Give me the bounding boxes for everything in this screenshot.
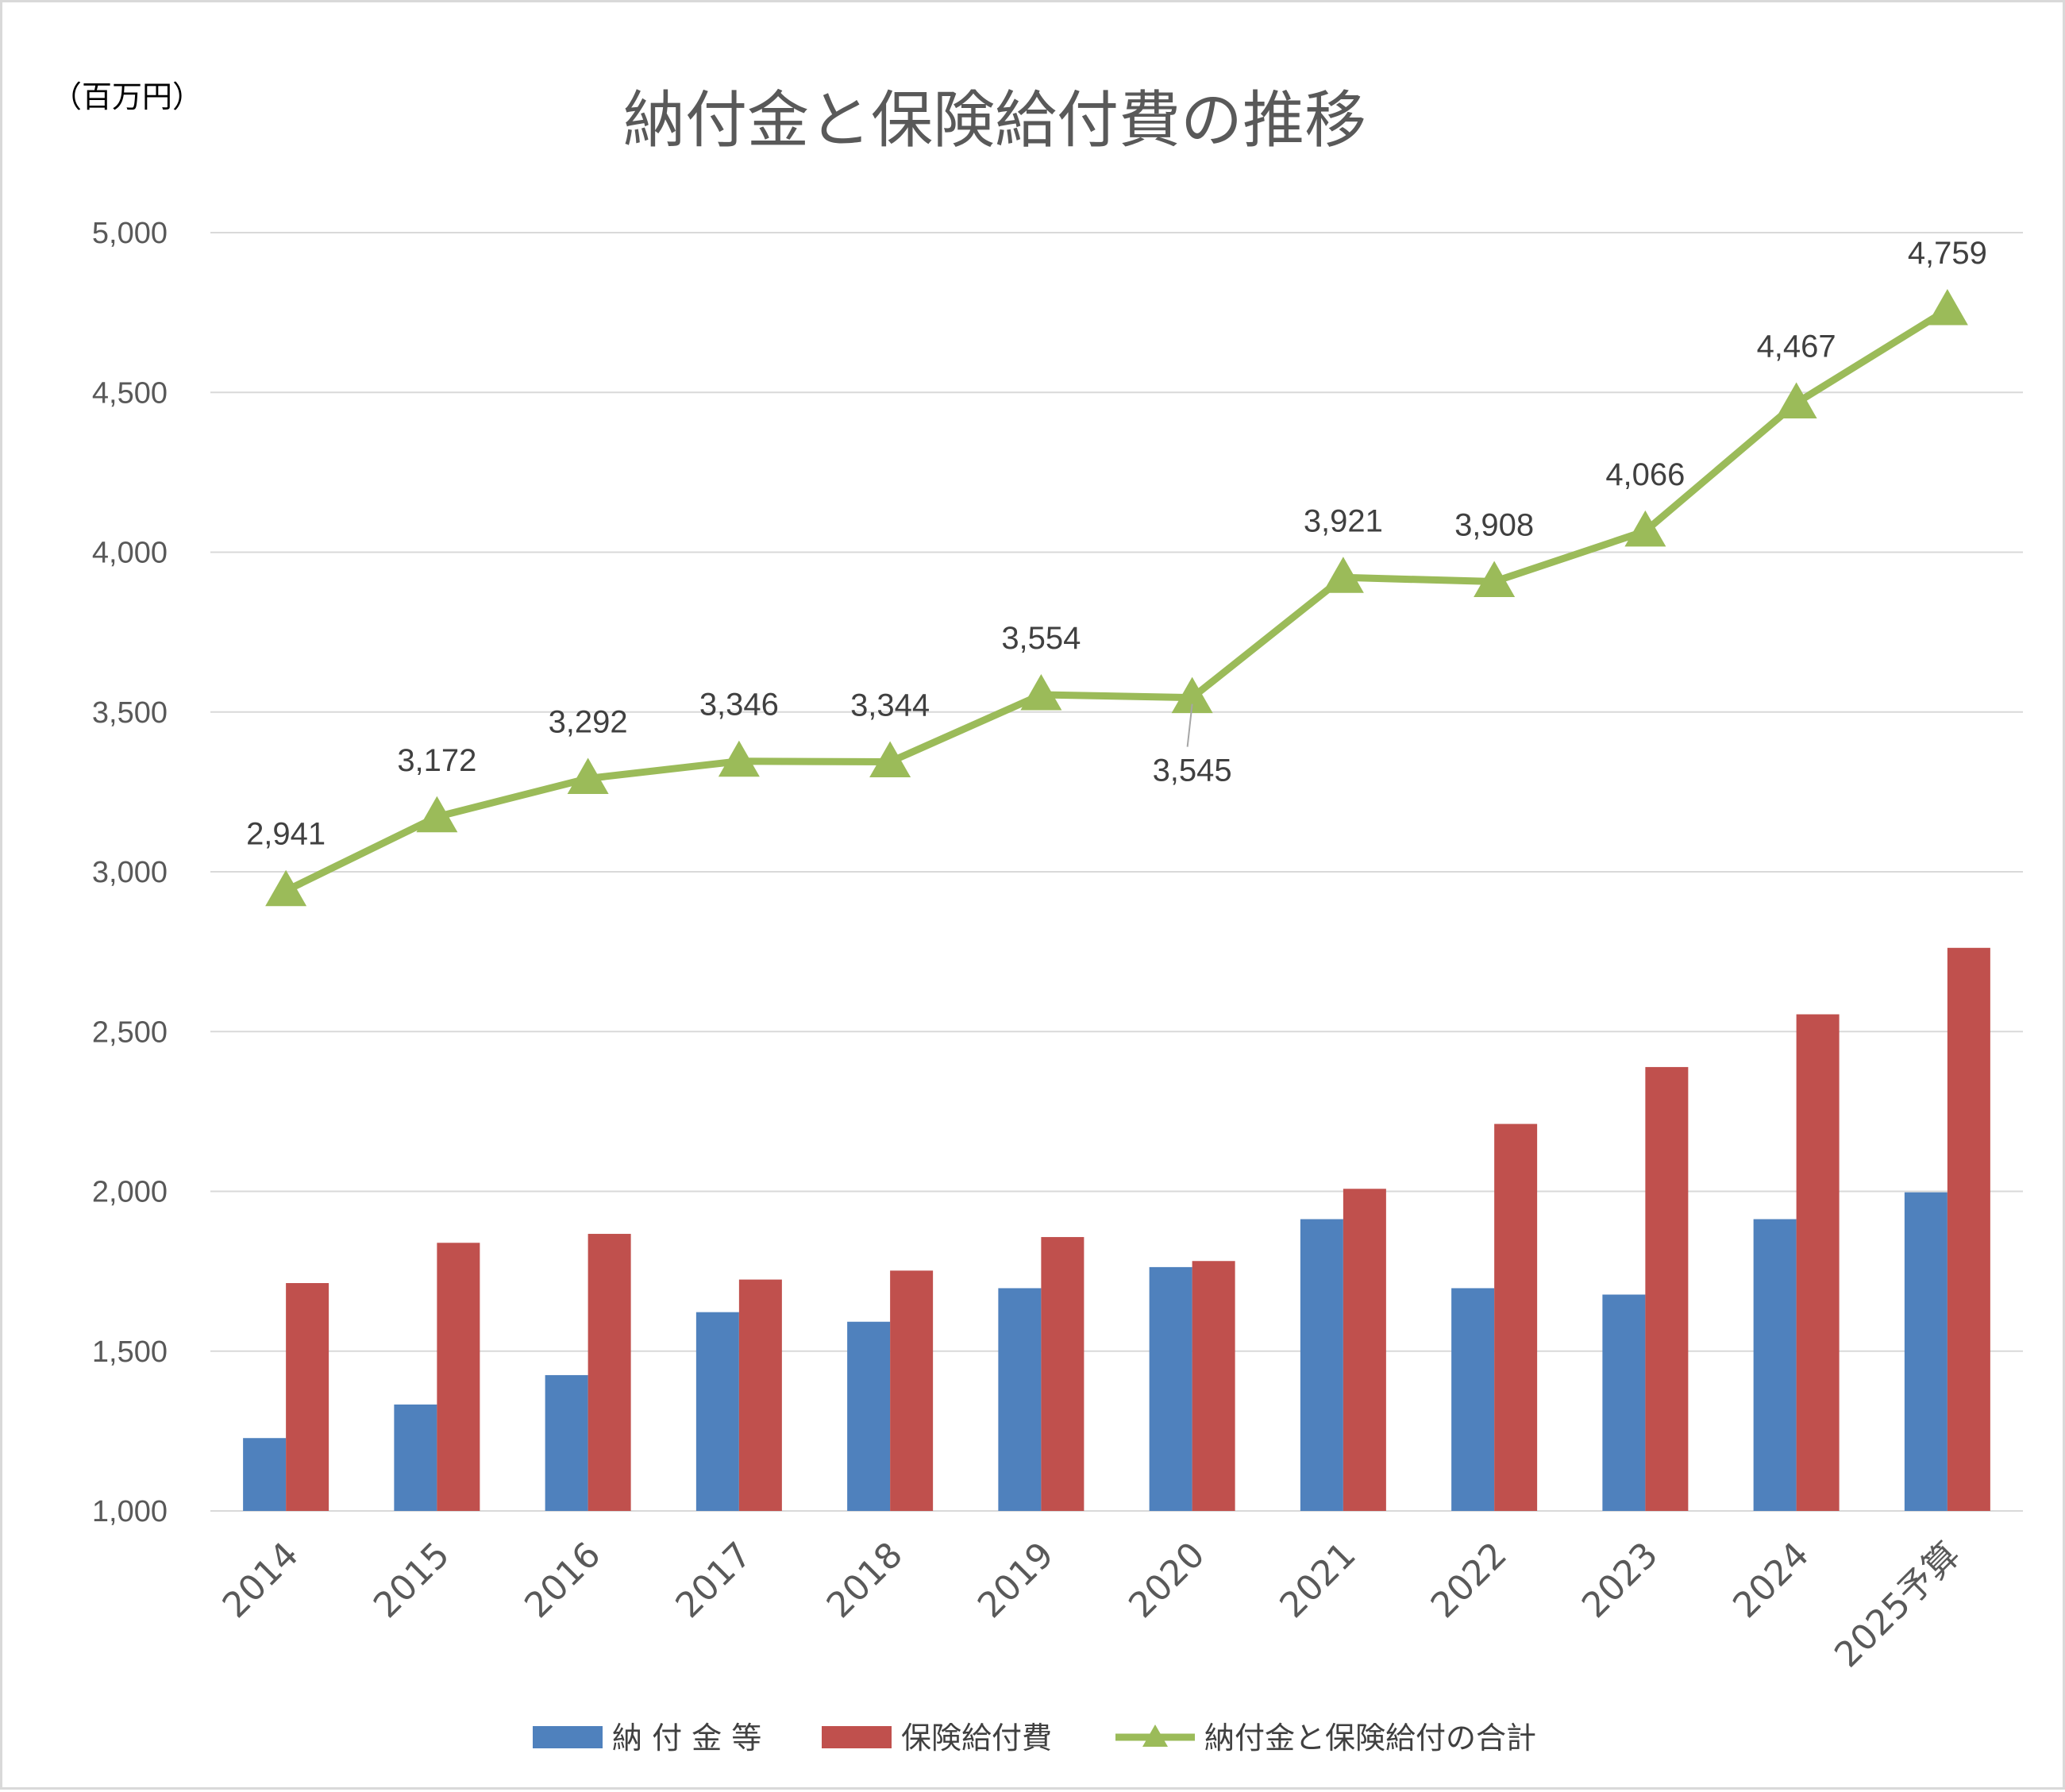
x-tick-label: 2019 — [970, 1535, 1061, 1626]
data-label: 3,554 — [1001, 621, 1081, 656]
y-tick-label: 3,500 — [92, 696, 168, 730]
triangle-marker — [1020, 674, 1062, 711]
triangle-marker — [718, 740, 760, 777]
data-label-leader — [1186, 703, 1193, 747]
bars — [243, 947, 1990, 1511]
y-tick-label: 3,000 — [92, 856, 168, 889]
legend-swatch — [533, 1726, 603, 1748]
data-label: 3,172 — [397, 743, 476, 778]
x-tick-label: 2015 — [366, 1535, 457, 1626]
x-tick-label: 2025予算 — [1827, 1535, 1967, 1675]
bar-hoken-kyufuhi — [588, 1234, 631, 1511]
y-tick-label: 2,000 — [92, 1176, 168, 1209]
legend-swatch — [822, 1726, 892, 1748]
x-tick-label: 2017 — [668, 1535, 759, 1626]
bar-nofukin — [1451, 1288, 1495, 1511]
triangle-marker — [416, 796, 458, 833]
x-tick-label: 2022 — [1424, 1535, 1515, 1626]
bar-hoken-kyufuhi — [286, 1283, 329, 1511]
bar-nofukin — [847, 1321, 891, 1511]
legend-marker — [1142, 1725, 1168, 1747]
bar-hoken-kyufuhi — [1645, 1066, 1689, 1511]
y-tick-label: 1,500 — [92, 1335, 168, 1369]
gridlines — [210, 232, 2023, 1512]
data-label: 3,545 — [1153, 753, 1232, 788]
legend-label: 保険給付費 — [901, 1721, 1052, 1755]
triangle-marker — [869, 741, 911, 778]
data-labels: 2,941 3,172 3,292 3,346 3,344 3,554 3,545 3,921… — [246, 236, 1987, 852]
legend-label: 納 付 金 等 — [612, 1721, 761, 1755]
triangle-marker — [1171, 676, 1213, 714]
total-series-line — [282, 306, 1951, 895]
legend: 納 付 金 等 保険給付費 納付金と保険給付の合計 — [533, 1721, 1536, 1755]
bar-hoken-kyufuhi — [890, 1270, 934, 1511]
unit-label: （百万円） — [52, 79, 202, 114]
bar-nofukin — [1149, 1266, 1192, 1511]
data-label: 4,066 — [1605, 457, 1685, 492]
triangle-marker — [567, 757, 609, 794]
y-axis-ticks: 1,000 1,500 2,000 2,500 3,000 3,500 4,000 4,500… — [92, 217, 168, 1528]
data-label: 3,344 — [850, 688, 930, 723]
bar-hoken-kyufuhi — [1947, 947, 1990, 1511]
bar-hoken-kyufuhi — [738, 1279, 782, 1511]
bar-hoken-kyufuhi — [1343, 1189, 1386, 1511]
y-tick-label: 1,000 — [92, 1495, 168, 1528]
x-tick-label: 2014 — [215, 1535, 306, 1626]
x-tick-label: 2021 — [1272, 1535, 1363, 1626]
bar-hoken-kyufuhi — [437, 1243, 480, 1511]
bar-nofukin — [394, 1404, 437, 1511]
bar-hoken-kyufuhi — [1192, 1261, 1235, 1511]
bar-nofukin — [695, 1312, 739, 1511]
x-axis-ticks: 2014 2015 2016 2017 2018 2019 2020 2021 2022 2023… — [215, 1535, 1968, 1675]
triangle-marker — [265, 869, 307, 907]
bar-nofukin — [1300, 1219, 1343, 1511]
legend-label: 納付金と保険給付の合計 — [1204, 1721, 1536, 1755]
bar-nofukin — [545, 1374, 588, 1511]
data-label: 3,292 — [549, 704, 628, 739]
bar-hoken-kyufuhi — [1494, 1123, 1538, 1511]
data-label: 3,921 — [1304, 503, 1383, 538]
bar-nofukin — [1904, 1192, 1947, 1511]
x-tick-label: 2023 — [1574, 1535, 1666, 1626]
x-tick-label: 2020 — [1121, 1535, 1212, 1626]
y-tick-label: 4,500 — [92, 376, 168, 410]
total-line — [265, 289, 1968, 907]
triangle-marker — [1322, 557, 1364, 593]
chart-title: 納付金と保険給付費の推移 — [623, 85, 1366, 156]
triangle-marker — [1775, 382, 1817, 419]
data-label: 3,908 — [1454, 508, 1534, 543]
triangle-marker — [1474, 561, 1516, 598]
x-tick-label: 2024 — [1725, 1535, 1817, 1626]
data-label: 3,346 — [699, 688, 779, 723]
data-label: 4,467 — [1757, 329, 1836, 364]
triangle-marker — [1624, 510, 1666, 547]
y-tick-label: 4,000 — [92, 537, 168, 570]
y-tick-label: 5,000 — [92, 217, 168, 250]
bar-nofukin — [1602, 1294, 1646, 1511]
x-tick-label: 2016 — [517, 1535, 608, 1626]
bar-hoken-kyufuhi — [1041, 1237, 1085, 1511]
x-tick-label: 2018 — [819, 1535, 911, 1626]
data-label: 4,759 — [1908, 236, 1987, 271]
y-tick-label: 2,500 — [92, 1015, 168, 1049]
bar-nofukin — [1753, 1219, 1797, 1511]
bar-hoken-kyufuhi — [1796, 1014, 1840, 1511]
data-label: 2,941 — [246, 817, 326, 852]
bar-nofukin — [243, 1438, 287, 1511]
triangle-marker — [1926, 289, 1968, 326]
bar-nofukin — [998, 1288, 1042, 1511]
